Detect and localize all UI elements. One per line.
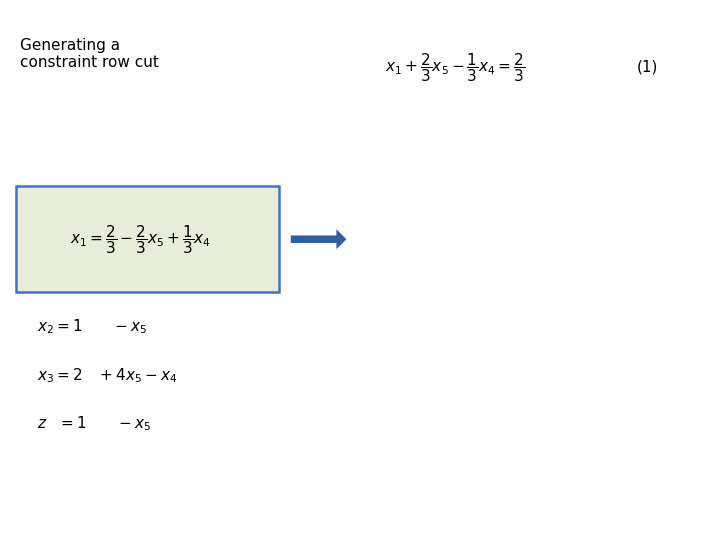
- Text: Generating a
constraint row cut: Generating a constraint row cut: [20, 38, 159, 70]
- Text: $x_2 = 1 \qquad - x_5$: $x_2 = 1 \qquad - x_5$: [37, 318, 148, 336]
- FancyBboxPatch shape: [16, 186, 279, 292]
- Text: (1): (1): [637, 60, 659, 75]
- Text: $x_3 = 2 \quad + 4x_5 - x_4$: $x_3 = 2 \quad + 4x_5 - x_4$: [37, 366, 178, 384]
- Text: $x_1 = \dfrac{2}{3} - \dfrac{2}{3}x_5 + \dfrac{1}{3}x_4$: $x_1 = \dfrac{2}{3} - \dfrac{2}{3}x_5 + …: [70, 223, 211, 255]
- Text: $x_1 + \dfrac{2}{3}x_5 - \dfrac{1}{3}x_4 = \dfrac{2}{3}$: $x_1 + \dfrac{2}{3}x_5 - \dfrac{1}{3}x_4…: [385, 51, 526, 84]
- Text: $z \;\;\; = 1 \qquad - x_5$: $z \;\;\; = 1 \qquad - x_5$: [37, 415, 151, 433]
